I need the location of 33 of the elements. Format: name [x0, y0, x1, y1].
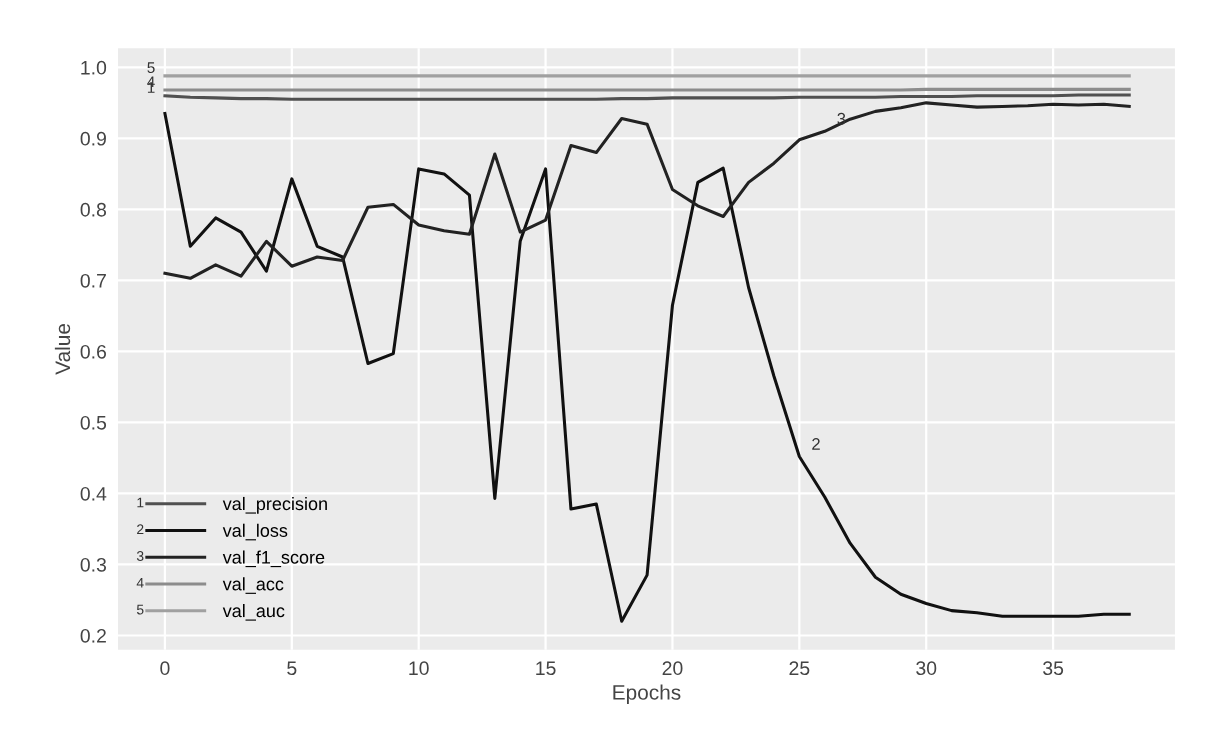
y-tick-label: 1.0 — [81, 60, 107, 75]
text: 4 — [136, 578, 144, 588]
y-axis-title: Value — [54, 323, 71, 375]
x-tick-label: 10 — [409, 661, 429, 676]
legend-label: val_precision — [222, 496, 327, 514]
legend-label: val_auc — [222, 603, 285, 621]
x-tick-label: 20 — [662, 661, 683, 676]
x-tick-label: 5 — [287, 661, 297, 676]
annotation: 5 — [147, 62, 155, 74]
x-tick-label: 0 — [160, 661, 170, 676]
text: 5 — [136, 604, 144, 615]
x-axis-title: Epochs — [613, 684, 681, 704]
y-tick-label: 0.4 — [80, 486, 107, 501]
text: 1 — [137, 497, 144, 508]
annotation: 2 — [812, 438, 820, 450]
legend-label: val_f1_score — [222, 550, 325, 568]
y-tick-label: 0.8 — [80, 202, 107, 217]
y-tick-label: 0.9 — [80, 131, 106, 146]
y-tick-label: 0.5 — [80, 415, 107, 430]
y-tick-label: 0.3 — [80, 557, 107, 572]
legend-label: val_loss — [222, 523, 288, 541]
line-series — [163, 111, 1131, 623]
y-tick-label: 0.6 — [80, 344, 107, 359]
text: 3 — [136, 551, 144, 561]
text: 2 — [137, 524, 144, 535]
x-tick-label: 15 — [536, 661, 556, 676]
line-series — [163, 101, 1131, 280]
legend-label: val_acc — [222, 577, 284, 594]
y-tick-label: 0.2 — [80, 628, 106, 643]
y-tick-label: 0.7 — [80, 273, 106, 288]
x-tick-label: 25 — [789, 661, 810, 676]
x-tick-label: 35 — [1043, 661, 1064, 676]
x-tick-label: 30 — [916, 661, 937, 676]
